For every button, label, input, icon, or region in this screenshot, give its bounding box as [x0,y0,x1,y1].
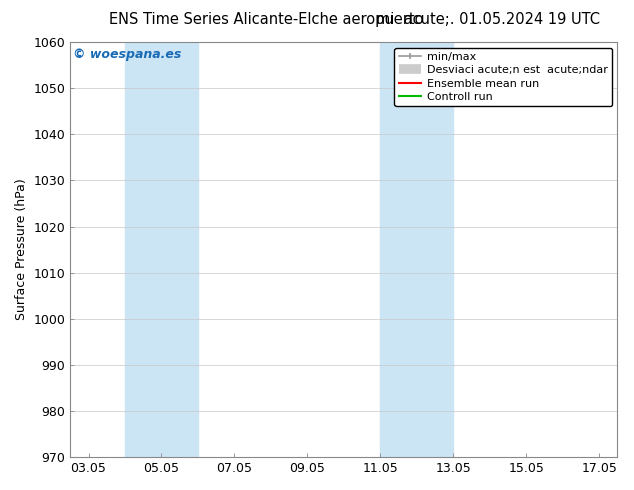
Text: ENS Time Series Alicante-Elche aeropuerto: ENS Time Series Alicante-Elche aeropuert… [109,12,424,27]
Text: © woespana.es: © woespana.es [73,49,181,61]
Bar [380,42,453,457]
Y-axis label: Surface Pressure (hPa): Surface Pressure (hPa) [15,179,28,320]
Text: mi  acute;. 01.05.2024 19 UTC: mi acute;. 01.05.2024 19 UTC [376,12,600,27]
Legend: min/max, Desviaci acute;n est  acute;ndar, Ensemble mean run, Controll run: min/max, Desviaci acute;n est acute;ndar… [394,48,612,106]
Bar [125,42,198,457]
